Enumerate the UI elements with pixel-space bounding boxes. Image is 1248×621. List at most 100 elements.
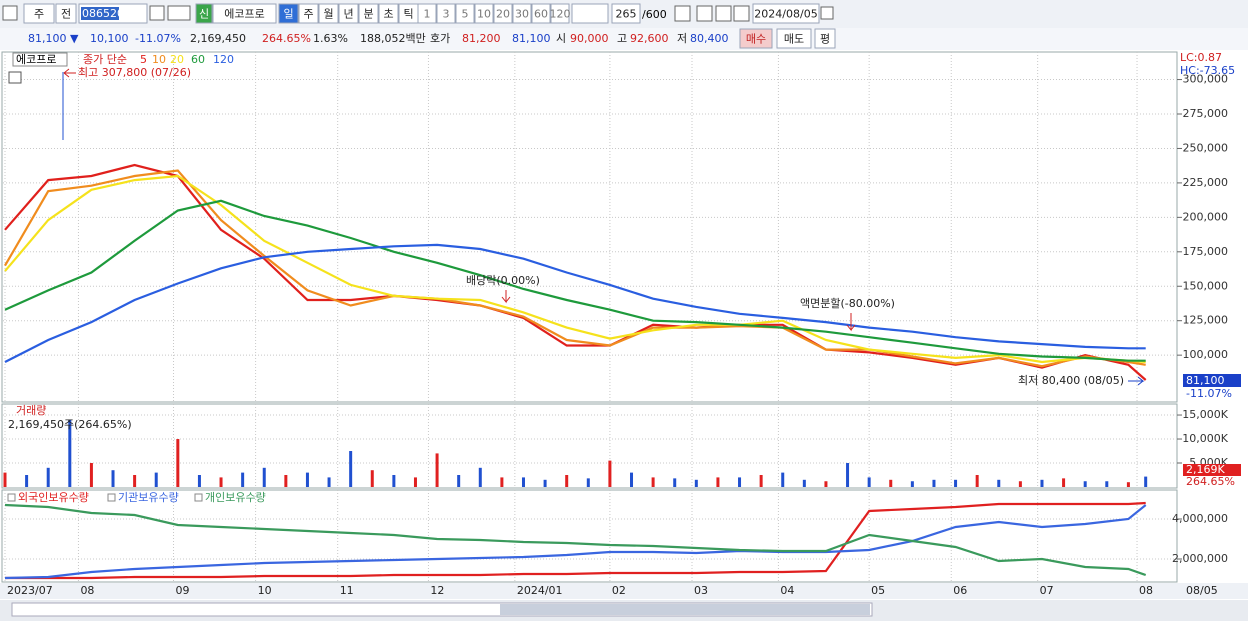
button[interactable] xyxy=(474,3,494,24)
interval[interactable]: 30 xyxy=(515,8,529,21)
x-end-label: 08/05 xyxy=(1186,584,1218,597)
button[interactable] xyxy=(358,3,379,24)
quote-change: 10,100 xyxy=(90,32,129,45)
button-label[interactable]: 전 xyxy=(61,8,71,21)
button[interactable] xyxy=(531,3,551,24)
x-tick-label: 2023/07 xyxy=(7,584,53,597)
interval[interactable]: 20 xyxy=(496,8,510,21)
volume-bar xyxy=(565,475,569,487)
x-axis-bg xyxy=(0,583,1248,599)
button[interactable] xyxy=(550,3,570,24)
icon[interactable] xyxy=(820,6,834,20)
arrow xyxy=(1128,376,1145,386)
icon[interactable] xyxy=(2,5,18,21)
price-pane xyxy=(1,51,1178,403)
period[interactable]: 분 xyxy=(363,8,373,21)
last-price: 81,100 xyxy=(1186,374,1225,387)
button-label[interactable]: 주 xyxy=(34,8,44,21)
count[interactable]: 265 xyxy=(616,8,637,21)
button[interactable] xyxy=(417,3,437,24)
volume-bar xyxy=(630,472,634,487)
interval[interactable]: 120 xyxy=(550,8,571,21)
button[interactable] xyxy=(23,3,55,24)
volume-bar xyxy=(457,475,461,487)
code-text[interactable]: 086520 xyxy=(82,7,124,20)
badge[interactable]: 신 xyxy=(199,8,209,21)
volume-bar xyxy=(932,479,936,487)
icon[interactable] xyxy=(674,5,691,22)
holding-pane xyxy=(1,489,1178,583)
button[interactable] xyxy=(455,3,475,24)
button[interactable] xyxy=(776,28,812,49)
button[interactable] xyxy=(378,3,399,24)
chart-title: 에코프로 xyxy=(16,53,56,66)
button[interactable] xyxy=(338,3,359,24)
annotation: 최고 307,800 (07/26) xyxy=(78,66,191,79)
button[interactable] xyxy=(436,3,456,24)
icon xyxy=(8,71,22,84)
legend-entry: 기관보유수량 xyxy=(118,491,179,504)
icon[interactable] xyxy=(733,5,750,22)
period[interactable]: 주 xyxy=(303,8,313,21)
x-tick-label: 05 xyxy=(871,584,885,597)
volume-bar xyxy=(997,479,1001,487)
interval[interactable]: 3 xyxy=(443,8,450,21)
quote-open-label: 시 xyxy=(556,32,566,45)
button[interactable] xyxy=(611,3,641,24)
legend-entry: 5 xyxy=(140,53,147,66)
icon[interactable] xyxy=(167,5,191,21)
period[interactable]: 월 xyxy=(323,8,333,21)
volume-bar xyxy=(910,481,914,487)
dropdown[interactable] xyxy=(571,3,609,24)
x-tick-label: 04 xyxy=(780,584,794,597)
icon[interactable] xyxy=(696,5,713,22)
button[interactable] xyxy=(512,3,532,24)
y-tick-label: 150,000 xyxy=(1183,279,1229,292)
legend-title: 종가 단순 xyxy=(83,53,127,66)
period[interactable]: 일 xyxy=(283,7,293,21)
button[interactable] xyxy=(212,3,277,24)
volume-bar xyxy=(1040,479,1044,487)
button[interactable] xyxy=(278,3,299,24)
scroll-thumb[interactable] xyxy=(500,604,870,615)
period[interactable]: 년 xyxy=(343,8,353,21)
button[interactable] xyxy=(318,3,339,24)
x-tick-label: 12 xyxy=(430,584,444,597)
period[interactable]: 초 xyxy=(383,8,393,21)
icon[interactable] xyxy=(715,5,732,22)
interval[interactable]: 1 xyxy=(424,8,431,21)
stat-hc: HC:-73.65 xyxy=(1180,64,1235,77)
series-line xyxy=(4,503,1147,577)
buy-button[interactable]: 매수 xyxy=(746,33,766,46)
legend-entry: 10 xyxy=(152,53,166,66)
sell-button[interactable]: 매도 xyxy=(784,33,804,46)
legend-entry: 20 xyxy=(170,53,184,66)
button[interactable] xyxy=(814,28,836,49)
series-line xyxy=(4,169,1146,368)
interval[interactable]: 10 xyxy=(477,8,491,21)
volume-subtitle: 2,169,450주(264.65%) xyxy=(8,418,132,431)
button[interactable] xyxy=(493,3,513,24)
x-tick-label: 2024/01 xyxy=(517,584,563,597)
volume-bar xyxy=(738,477,742,487)
icon[interactable] xyxy=(149,5,165,21)
series-line xyxy=(4,174,1146,364)
stock-name[interactable]: 에코프로 xyxy=(224,8,264,21)
button[interactable] xyxy=(739,28,773,49)
volume-bar xyxy=(521,477,525,487)
avg-button[interactable]: 평 xyxy=(820,33,830,46)
quote-open: 90,000 xyxy=(570,32,609,45)
quote-turnover: 1.63% xyxy=(313,32,348,45)
quote-bg xyxy=(0,28,1248,50)
period[interactable]: 틱 xyxy=(403,8,413,21)
button[interactable] xyxy=(298,3,319,24)
interval[interactable]: 5 xyxy=(462,8,469,21)
button[interactable] xyxy=(752,3,820,24)
x-tick-label: 10 xyxy=(258,584,272,597)
date[interactable]: 2024/08/05 xyxy=(754,8,817,21)
interval[interactable]: 60 xyxy=(534,8,548,21)
button[interactable] xyxy=(195,3,213,24)
volume-bar xyxy=(867,477,871,487)
button[interactable] xyxy=(55,3,77,24)
quote-rate: -11.07% xyxy=(135,32,181,45)
